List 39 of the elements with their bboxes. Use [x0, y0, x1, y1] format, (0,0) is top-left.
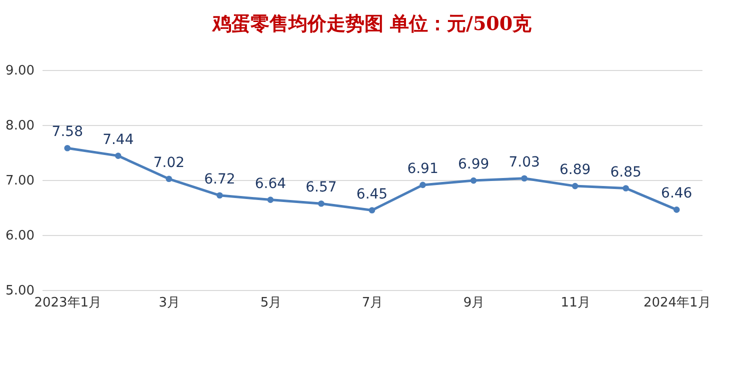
point — [572, 182, 578, 190]
point — [267, 196, 274, 203]
y-tick-label: 5.00 — [6, 284, 34, 298]
y-tick-label: 7.00 — [6, 174, 34, 188]
point — [420, 182, 426, 188]
x-tick-label: 11月 — [560, 296, 590, 310]
data-label: 6.89 — [559, 162, 591, 178]
point — [114, 152, 122, 159]
chart-title: 鸡蛋零售均价走势图 单位：元/500克 — [211, 13, 532, 35]
data-label: 6.72 — [204, 171, 236, 188]
point — [64, 144, 71, 152]
x-tick-label: 2023年1月 — [34, 296, 102, 310]
x-tick-label: 2024年1月 — [643, 296, 711, 310]
data-label: 6.91 — [407, 160, 438, 177]
data-label: 7.03 — [508, 154, 540, 170]
point — [622, 185, 630, 192]
data-label: 6.57 — [306, 180, 337, 196]
y-tick-label: 6.00 — [6, 228, 34, 244]
point — [318, 200, 324, 207]
x-tick-label: 9月 — [463, 296, 485, 310]
point — [521, 175, 528, 182]
data-label: 6.64 — [254, 176, 286, 192]
point — [368, 207, 376, 214]
x-tick-label: 3月 — [158, 296, 180, 310]
data-label: 7.44 — [102, 132, 134, 148]
y-tick-label: 9.00 — [6, 64, 34, 78]
data-label: 6.45 — [356, 186, 388, 202]
x-tick-label: 7月 — [362, 296, 384, 310]
data-label: 6.46 — [661, 186, 692, 202]
data-label: 6.99 — [458, 156, 490, 173]
y-tick-label: 8.00 — [6, 118, 34, 134]
data-label: 7.58 — [52, 124, 83, 140]
data-label: 7.02 — [153, 154, 185, 171]
x-tick-label: 5月 — [260, 296, 282, 310]
point — [166, 176, 172, 182]
point — [216, 192, 223, 199]
data-label: 6.85 — [610, 164, 642, 180]
point — [673, 206, 680, 213]
point — [470, 177, 477, 184]
